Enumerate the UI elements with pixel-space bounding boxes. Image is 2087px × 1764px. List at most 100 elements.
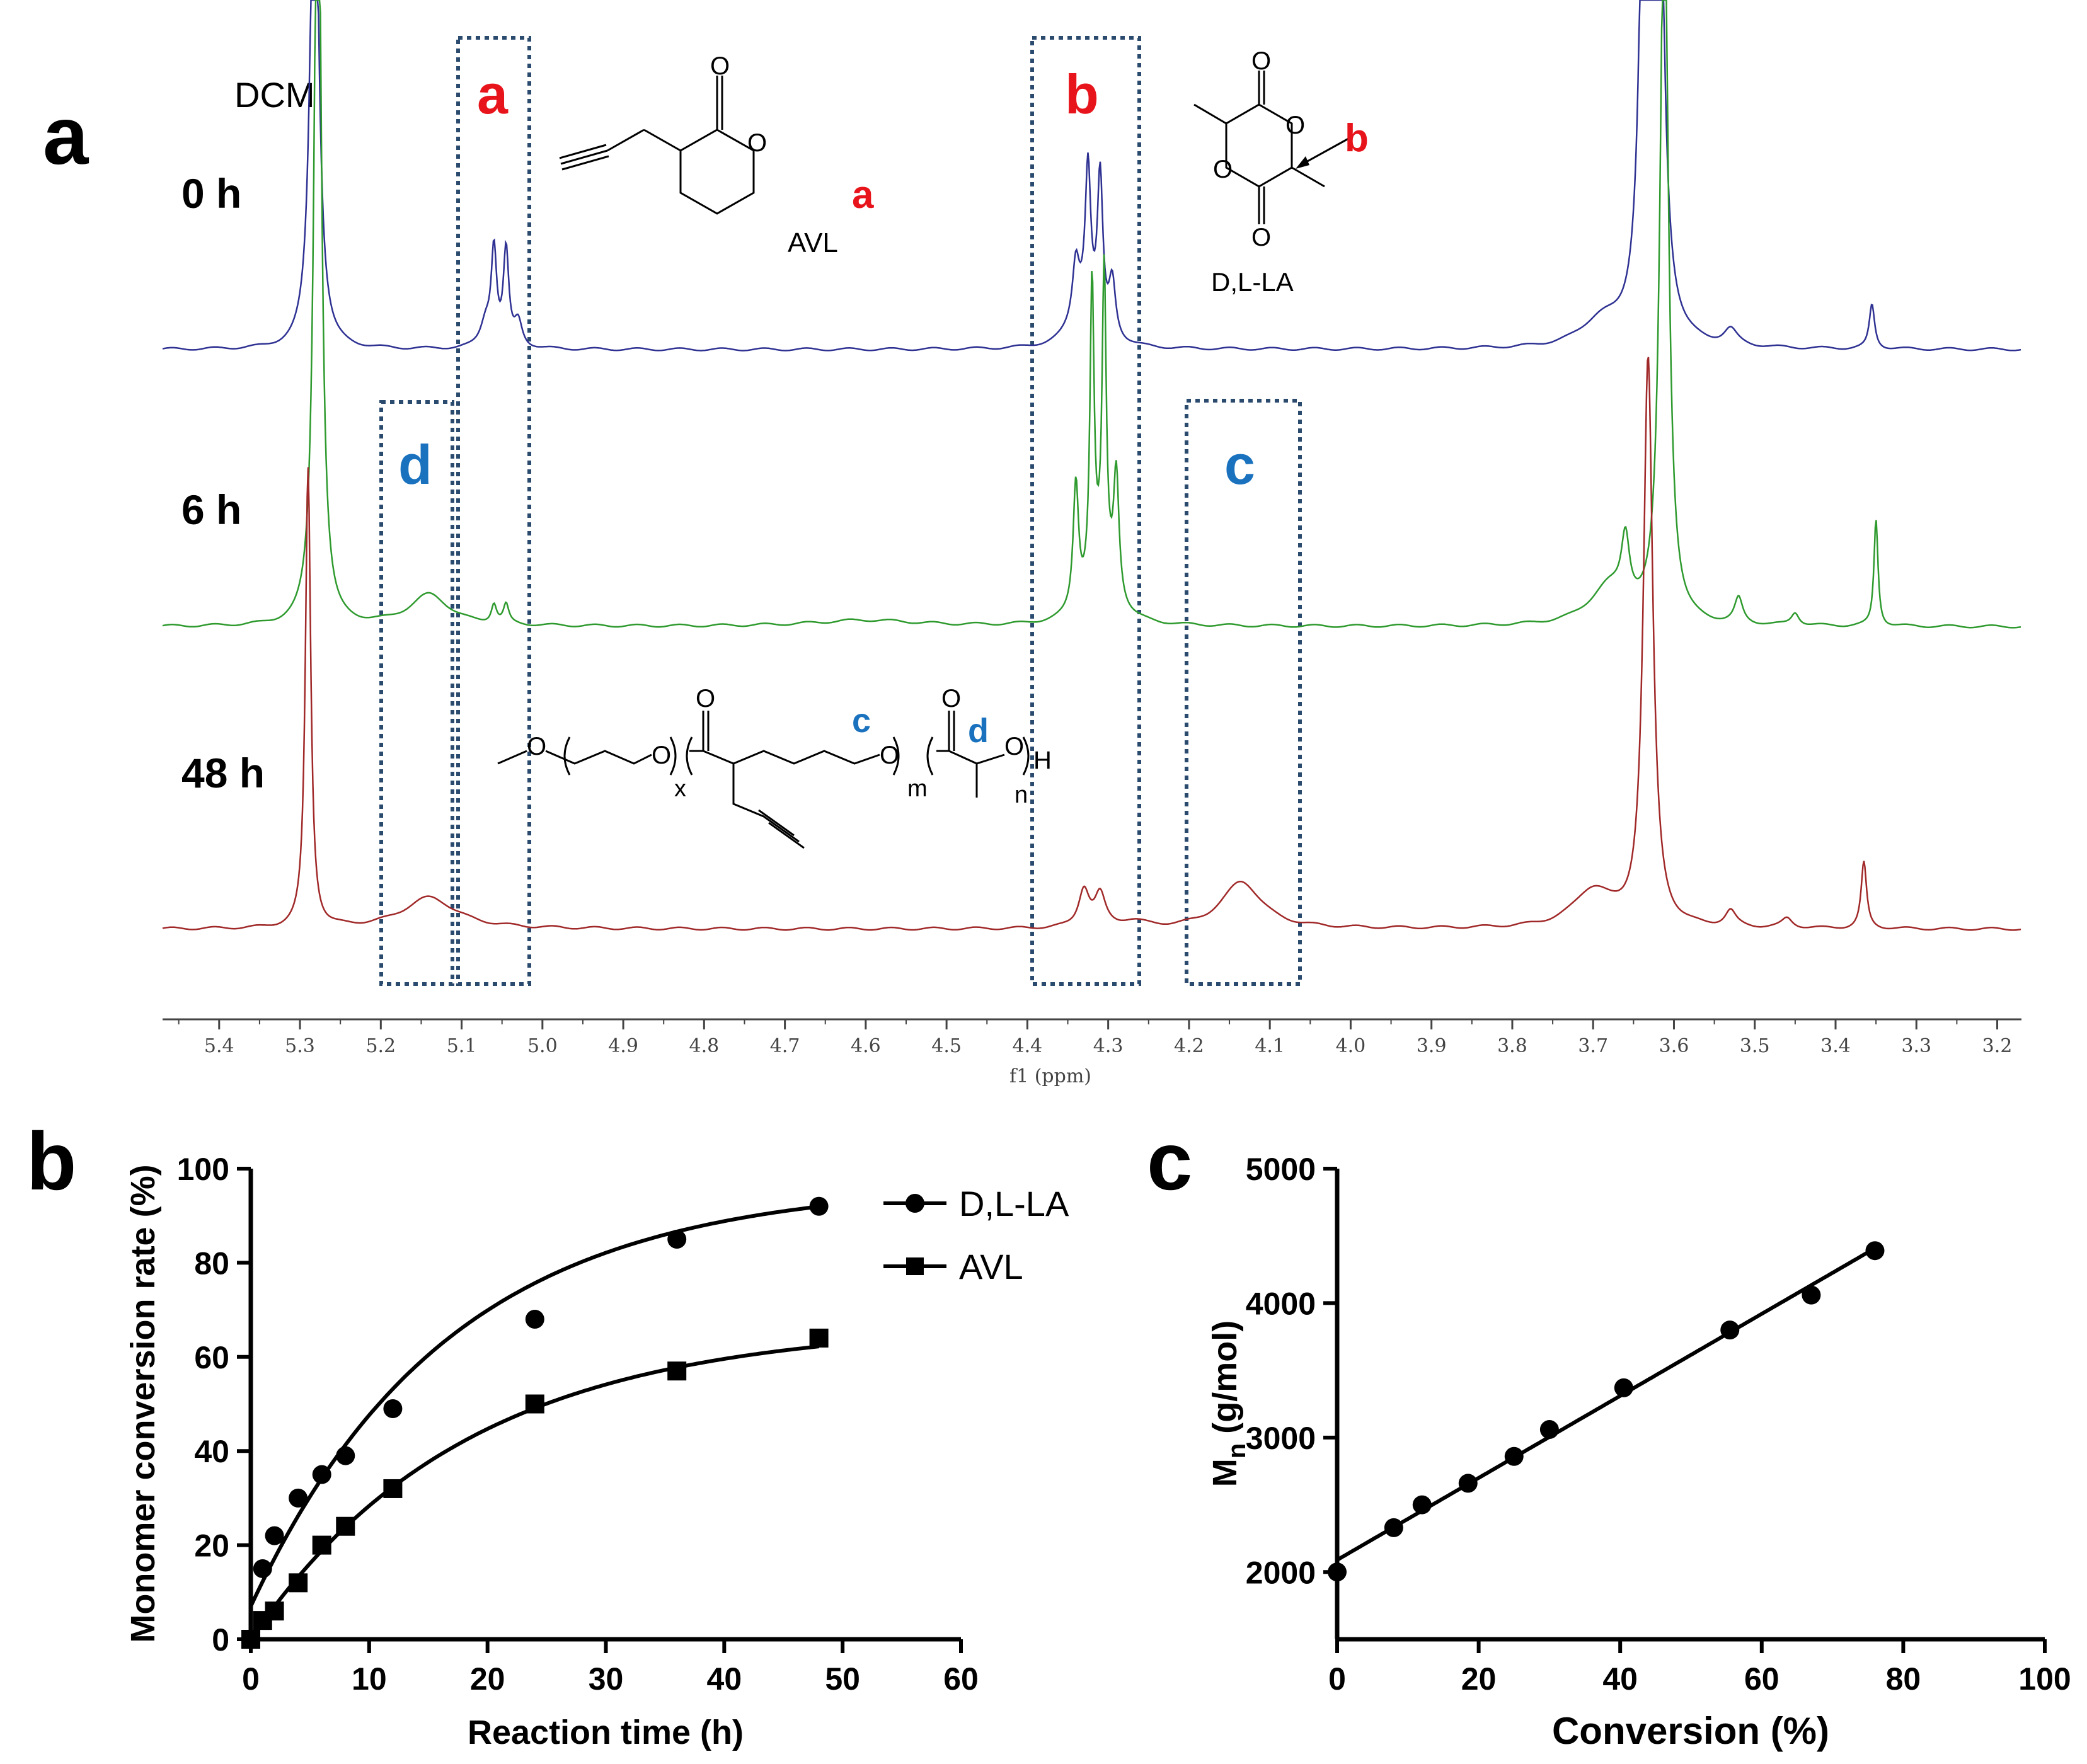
nmr-tick-label: 5.3 — [285, 1035, 315, 1057]
data-point-circle — [1328, 1562, 1347, 1582]
c-x-title: Conversion (%) — [1552, 1710, 1829, 1752]
nmr-tick-label: 4.4 — [1013, 1035, 1043, 1057]
avl-site-a: a — [852, 173, 874, 217]
avl-side-bond-2 — [607, 129, 645, 152]
time-label-6h: 6 h — [181, 486, 241, 533]
poly-paren-2 — [669, 736, 677, 776]
fit-line-0 — [249, 1205, 819, 1607]
poly-paren-1 — [563, 736, 571, 776]
poly-peg — [545, 750, 652, 765]
avl-ring — [679, 129, 755, 215]
nmr-tick-label: 4.3 — [1093, 1035, 1124, 1057]
la-o-ring-1: O — [1285, 112, 1305, 139]
x-tick-label: 20 — [1461, 1661, 1497, 1697]
c-points — [1328, 1241, 1885, 1582]
y-tick-label: 3000 — [1246, 1421, 1316, 1456]
poly-avl-chain — [689, 750, 880, 765]
la-site-b: b — [1345, 117, 1369, 160]
data-point-square — [265, 1601, 284, 1621]
poly-h: H — [1033, 747, 1052, 774]
x-tick-label: 80 — [1886, 1661, 1921, 1697]
legend-avl-label: AVL — [959, 1247, 1023, 1286]
x-tick-label: 30 — [589, 1661, 624, 1697]
peak-label-c: c — [1224, 433, 1255, 496]
data-point-circle — [1720, 1320, 1740, 1340]
la-name: D,L-LA — [1211, 267, 1294, 297]
data-point-circle — [253, 1559, 272, 1578]
poly-paren-4 — [892, 736, 900, 776]
polymer-structure: O O x O c O m O d O H n — [497, 685, 1052, 849]
y-tick-label: 2000 — [1246, 1555, 1316, 1590]
b-ticks: 0 10 20 30 40 50 60 0 20 40 60 80 100 — [177, 1152, 979, 1697]
data-point-circle — [1458, 1474, 1478, 1493]
nmr-axis-title: f1 (ppm) — [1009, 1065, 1091, 1087]
la-arrowhead — [1296, 156, 1309, 169]
peak-label-d: d — [398, 433, 432, 496]
data-point-square — [383, 1479, 403, 1498]
poly-o-3: O — [880, 742, 899, 769]
panel-c-letter: c — [1147, 1115, 1192, 1207]
avl-name: AVL — [788, 227, 838, 258]
avl-carbonyl-o: O — [710, 52, 730, 80]
nmr-tick-label: 3.6 — [1659, 1035, 1689, 1057]
y-tick-label: 4000 — [1246, 1286, 1316, 1321]
nmr-tick-label: 5.4 — [204, 1035, 234, 1057]
nmr-tick-label: 3.8 — [1497, 1035, 1527, 1057]
data-point-circle — [1384, 1518, 1403, 1537]
spectrum-48h — [162, 357, 2021, 931]
nmr-tick-label: 5.1 — [447, 1035, 477, 1057]
fit-line-1 — [249, 1344, 819, 1641]
avl-alkyne-3 — [561, 155, 609, 171]
y-tick-label: 60 — [194, 1340, 229, 1375]
nmr-tick-label: 3.2 — [1982, 1035, 2013, 1057]
c-ticks: 0 20 40 60 80 100 2000 3000 4000 5000 — [1246, 1152, 2071, 1697]
legend-dlla-marker — [906, 1194, 924, 1213]
y-tick-label: 20 — [194, 1528, 229, 1564]
x-tick-label: 0 — [1328, 1661, 1346, 1697]
poly-o-1: O — [527, 733, 546, 760]
data-point-circle — [667, 1230, 687, 1249]
data-point-square — [525, 1394, 544, 1414]
data-point-circle — [525, 1310, 544, 1329]
avl-structure: O O a AVL — [559, 52, 874, 258]
x-tick-label: 100 — [2018, 1661, 2071, 1697]
x-tick-label: 50 — [825, 1661, 860, 1697]
panel-c-chart: 0 20 40 60 80 100 2000 3000 4000 5000 Conversion … — [1206, 1152, 2071, 1752]
nmr-tick-label: 4.0 — [1336, 1035, 1366, 1057]
nmr-tick-label: 3.7 — [1578, 1035, 1608, 1057]
x-tick-label: 0 — [242, 1661, 260, 1697]
la-methyl-1 — [1193, 103, 1227, 125]
data-point-circle — [1504, 1446, 1524, 1466]
time-label-0h: 0 h — [181, 170, 241, 217]
region-box-d — [379, 400, 454, 986]
x-tick-label: 60 — [1744, 1661, 1779, 1697]
nmr-tick-label: 3.4 — [1820, 1035, 1851, 1057]
nmr-tick-label: 3.9 — [1417, 1035, 1447, 1057]
data-point-circle — [289, 1488, 308, 1508]
peak-label-a: a — [477, 63, 509, 125]
poly-paren-6 — [1022, 736, 1030, 776]
nmr-tick-label: 3.3 — [1901, 1035, 1931, 1057]
b-legend: D,L-LA AVL — [883, 1184, 1069, 1286]
spectrum-6h — [162, 0, 2021, 629]
la-o-ring-2: O — [1213, 156, 1233, 183]
data-point-square — [336, 1516, 355, 1536]
data-point-square — [312, 1535, 331, 1555]
poly-site-c: c — [852, 702, 871, 740]
data-point-circle — [383, 1399, 403, 1418]
data-point-circle — [1802, 1285, 1821, 1305]
nmr-tick-group: 5.4 5.3 5.2 5.1 5.0 4.9 4.8 4.7 4.6 4.5 4.4 4.3 4.2 4… — [178, 1019, 2013, 1057]
nmr-tick-label: 4.6 — [851, 1035, 881, 1057]
c-y-title: Mn (g/mol) — [1206, 1320, 1251, 1487]
poly-o-4: O — [1004, 733, 1024, 760]
x-tick-label: 20 — [470, 1661, 505, 1697]
data-point-square — [241, 1630, 260, 1649]
x-tick-label: 60 — [943, 1661, 979, 1697]
dcm-label: DCM — [234, 75, 315, 115]
x-tick-label: 10 — [352, 1661, 387, 1697]
panel-b-chart: 0 10 20 30 40 50 60 0 20 40 60 80 100 Reaction time … — [124, 1152, 1069, 1751]
legend-dlla-label: D,L-LA — [959, 1184, 1069, 1223]
data-point-circle — [312, 1465, 331, 1484]
y-tick-label: 5000 — [1246, 1152, 1316, 1187]
data-point-square — [809, 1328, 829, 1348]
